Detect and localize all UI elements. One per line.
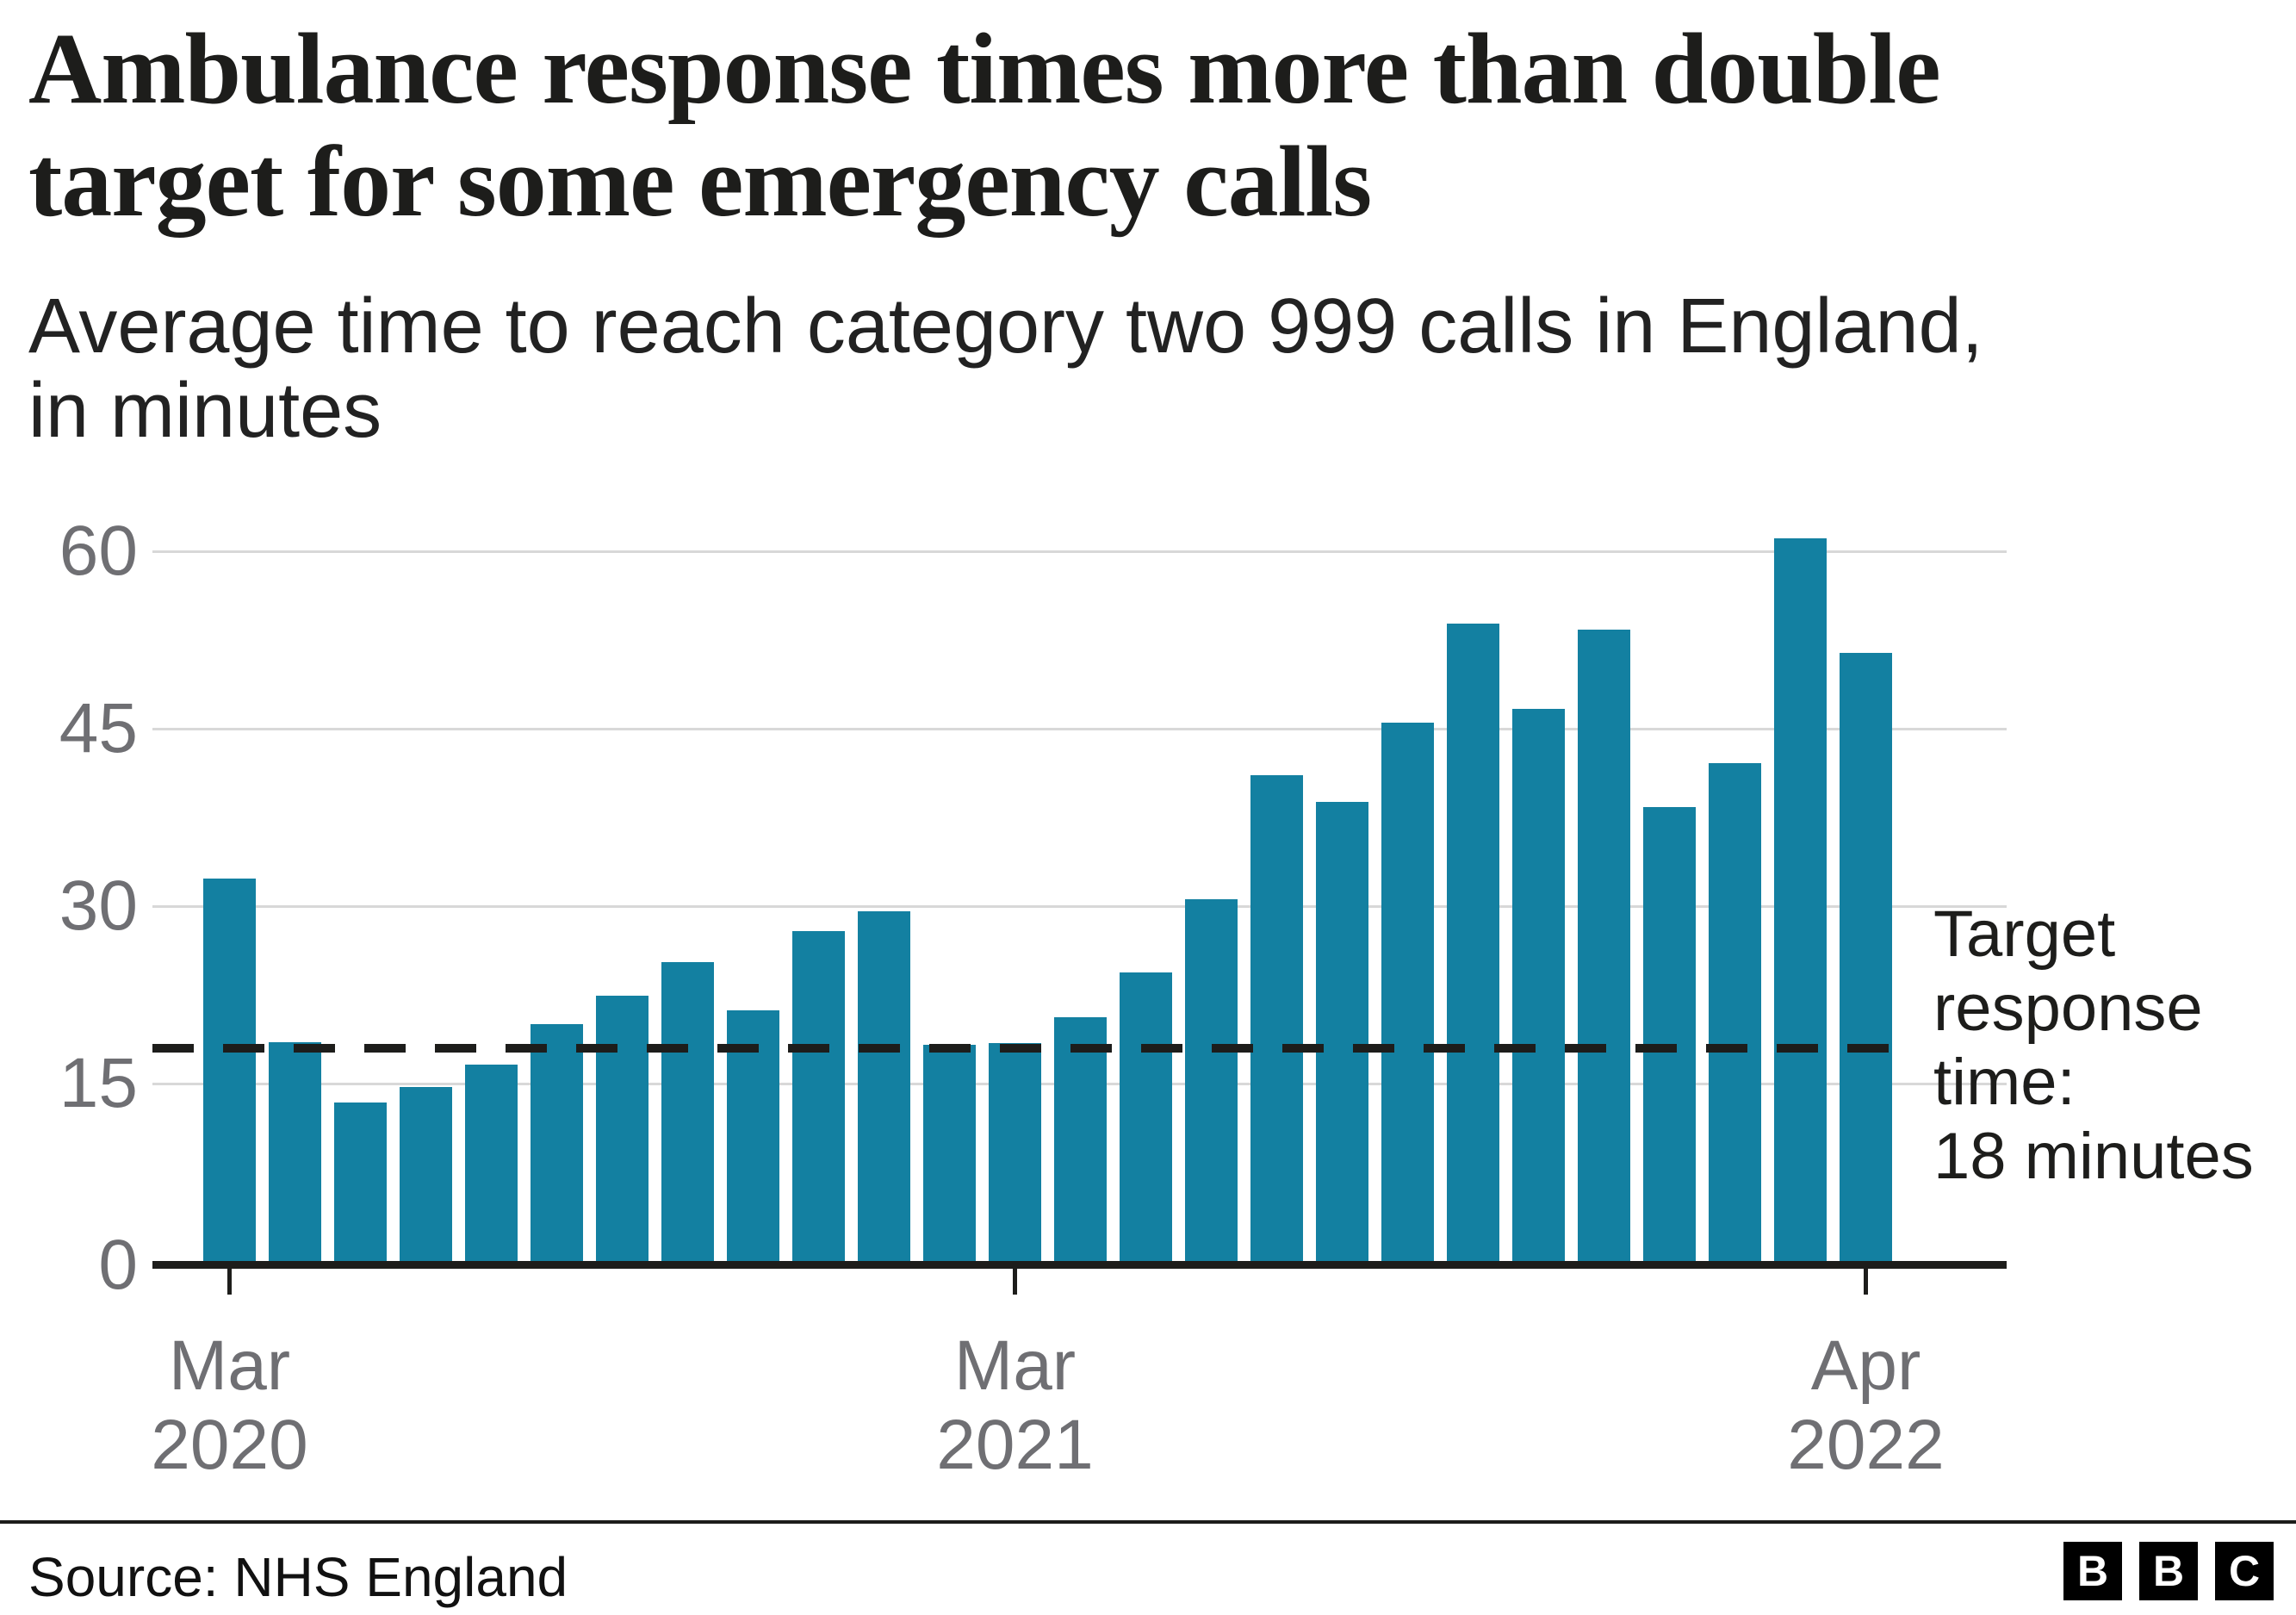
bar-mar-2021 (989, 1043, 1041, 1261)
source-text: Source: NHS England (28, 1546, 568, 1608)
bar-mar-2020 (203, 879, 256, 1261)
target-annotation-line: time: (1933, 1046, 2076, 1119)
bar-feb-2022 (1709, 762, 1761, 1261)
gridline-y30 (152, 904, 2007, 908)
target-annotation-line: 18 minutes (1933, 1120, 2254, 1193)
bar-dec-2020 (792, 930, 845, 1261)
bar-jun-2020 (400, 1087, 452, 1261)
x-axis-label-apr-2022: Apr 2022 (1787, 1326, 1945, 1484)
chart-subtitle: Average time to reach category two 999 c… (28, 284, 1983, 453)
bar-sep-2020 (596, 996, 648, 1261)
bar-may-2020 (334, 1102, 387, 1261)
bar-jul-2020 (465, 1065, 518, 1261)
x-tick-mar-2021 (1013, 1269, 1017, 1295)
bar-feb-2021 (923, 1044, 976, 1261)
bar-mar-2022 (1774, 537, 1827, 1261)
bar-nov-2021 (1512, 708, 1565, 1261)
bbc-logo-letter-b: B (2063, 1542, 2122, 1600)
bbc-logo-letter-c: C (2215, 1542, 2274, 1600)
gridline-y45 (152, 727, 2007, 730)
bar-apr-2021 (1054, 1017, 1107, 1261)
y-axis-label-60: 60 (59, 512, 138, 591)
bar-aug-2021 (1316, 802, 1368, 1261)
x-tick-mar-2020 (227, 1269, 232, 1295)
bar-aug-2020 (531, 1024, 583, 1261)
y-axis-label-15: 15 (59, 1044, 138, 1122)
y-axis-label-0: 0 (98, 1225, 138, 1304)
x-axis-label-mar-2021: Mar 2021 (936, 1326, 1094, 1484)
bar-jan-2022 (1643, 806, 1696, 1261)
gridline-y60 (152, 550, 2007, 553)
x-axis-label-mar-2020: Mar 2020 (151, 1326, 308, 1484)
target-line-annotation: Target response time: 18 minutes (1933, 898, 2254, 1194)
bar-dec-2021 (1578, 629, 1630, 1261)
chart-title-line2: target for some emergency calls (28, 125, 1372, 238)
bbc-logo-letter-b: B (2139, 1542, 2198, 1600)
y-axis-label-30: 30 (59, 867, 138, 945)
x-tick-apr-2022 (1864, 1269, 1868, 1295)
chart-title: Ambulance response times more than doubl… (28, 12, 1941, 238)
chart-title-line1: Ambulance response times more than doubl… (28, 12, 1941, 125)
target-response-time-line (152, 1043, 1903, 1053)
y-axis-label-45: 45 (59, 689, 138, 767)
target-annotation-line: Target (1933, 898, 2116, 971)
bar-apr-2020 (269, 1041, 321, 1261)
target-annotation-line: response (1933, 972, 2203, 1045)
bar-oct-2020 (661, 961, 714, 1261)
bar-jun-2021 (1185, 898, 1238, 1261)
bar-may-2021 (1120, 972, 1172, 1261)
chart-subtitle-line1: Average time to reach category two 999 c… (28, 283, 1983, 370)
x-axis-line (152, 1261, 2007, 1269)
bar-sep-2021 (1381, 723, 1434, 1261)
bar-apr-2022 (1840, 653, 1892, 1261)
bar-oct-2021 (1447, 623, 1499, 1261)
footer-divider (0, 1520, 2296, 1524)
bar-jan-2021 (858, 910, 910, 1261)
chart-subtitle-line2: in minutes (28, 368, 382, 454)
bar-jul-2021 (1250, 774, 1303, 1261)
